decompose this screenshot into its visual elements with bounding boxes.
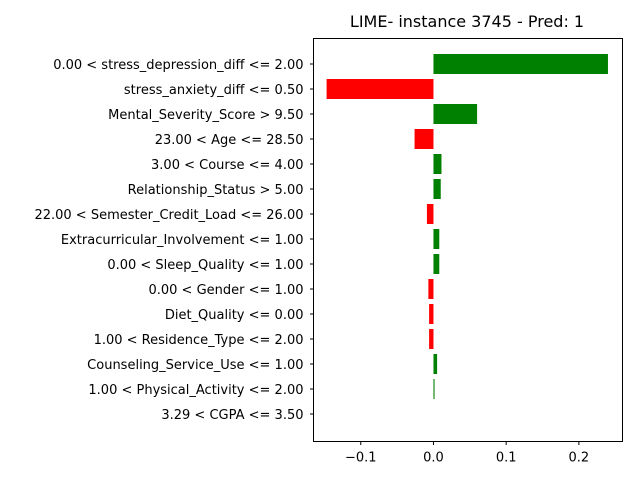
bar — [433, 229, 440, 249]
y-tick-label: Extracurricular_Involvement <= 1.00 — [61, 233, 304, 248]
y-tick-label: 23.00 < Age <= 28.50 — [155, 133, 304, 148]
bar — [433, 179, 441, 199]
y-tick-label: 0.00 < stress_depression_diff <= 2.00 — [53, 58, 303, 73]
bar — [433, 379, 435, 399]
y-tick-labels: 0.00 < stress_depression_diff <= 2.00 str… — [34, 58, 314, 423]
x-ticks: −0.1 0.0 0.1 0.2 — [345, 441, 590, 466]
y-tick-label: 3.00 < Course <= 4.00 — [151, 158, 303, 173]
y-tick-label: 1.00 < Residence_Type <= 2.00 — [94, 333, 304, 348]
bar — [414, 129, 434, 149]
y-tick-label: 22.00 < Semester_Credit_Load <= 26.00 — [34, 208, 303, 223]
y-tick-label: Relationship_Status > 5.00 — [128, 183, 304, 198]
x-tick-label: 0.1 — [496, 451, 517, 466]
y-tick-label: 0.00 < Gender <= 1.00 — [148, 283, 303, 298]
plot-frame — [313, 38, 623, 442]
y-tick-label: Counseling_Service_Use <= 1.00 — [87, 358, 303, 373]
bar — [433, 154, 442, 174]
bar — [433, 254, 440, 274]
x-tick-label: −0.1 — [345, 451, 377, 466]
bar — [433, 354, 438, 374]
y-tick-label: Mental_Severity_Score > 9.50 — [108, 108, 303, 123]
bar — [429, 304, 434, 324]
bar — [433, 104, 478, 124]
y-tick-label: 1.00 < Physical_Activity <= 2.00 — [88, 383, 303, 398]
bar — [433, 54, 608, 74]
bar — [426, 204, 434, 224]
bars-group — [326, 54, 608, 399]
chart-title: LIME- instance 3745 - Pred: 1 — [350, 12, 584, 31]
x-tick-label: 0.0 — [423, 451, 444, 466]
y-tick-label: Diet_Quality <= 0.00 — [165, 308, 304, 323]
x-tick-label: 0.2 — [569, 451, 590, 466]
bar — [429, 329, 434, 349]
y-tick-label: 3.29 < CGPA <= 3.50 — [161, 408, 303, 423]
bar — [428, 279, 434, 299]
bar — [326, 79, 434, 99]
y-tick-label: stress_anxiety_diff <= 0.50 — [124, 83, 304, 98]
y-tick-label: 0.00 < Sleep_Quality <= 1.00 — [107, 258, 303, 273]
